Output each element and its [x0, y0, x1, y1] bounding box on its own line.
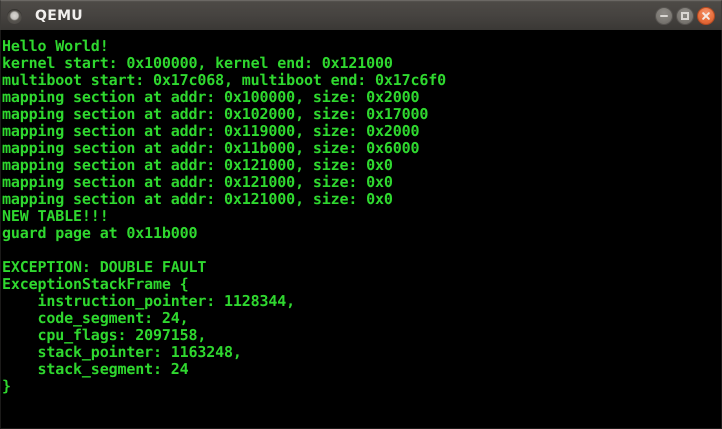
terminal-line: mapping section at addr: 0x121000, size:… [2, 173, 393, 191]
terminal-line: stack_pointer: 1163248, [2, 343, 242, 361]
terminal-line: Hello World! [2, 37, 109, 55]
terminal-output: Hello World! kernel start: 0x100000, kern… [2, 38, 721, 428]
terminal-line: cpu_flags: 2097158, [2, 326, 207, 344]
terminal-line: mapping section at addr: 0x121000, size:… [2, 156, 393, 174]
terminal-line: instruction_pointer: 1128344, [2, 292, 296, 310]
window-controls [655, 7, 715, 25]
terminal-line [2, 242, 721, 259]
terminal-line: stack_segment: 24 [2, 360, 189, 378]
window-titlebar[interactable]: QEMU [0, 0, 722, 30]
terminal-line: ExceptionStackFrame { [2, 275, 189, 293]
terminal-line: NEW TABLE!!! [2, 207, 109, 225]
minimize-button[interactable] [655, 7, 673, 25]
maximize-button[interactable] [676, 7, 694, 25]
terminal-line: guard page at 0x11b000 [2, 224, 198, 242]
qemu-logo-icon [7, 9, 22, 24]
qemu-display-area[interactable]: Hello World! kernel start: 0x100000, kern… [0, 30, 722, 429]
terminal-line: code_segment: 24, [2, 309, 189, 327]
terminal-line: mapping section at addr: 0x100000, size:… [2, 88, 420, 106]
terminal-line: multiboot start: 0x17c068, multiboot end… [2, 71, 447, 89]
close-button[interactable] [697, 7, 715, 25]
terminal-line: mapping section at addr: 0x11b000, size:… [2, 139, 420, 157]
terminal-line: mapping section at addr: 0x102000, size:… [2, 105, 429, 123]
window-title: QEMU [35, 8, 83, 24]
terminal-line: mapping section at addr: 0x121000, size:… [2, 190, 393, 208]
terminal-line: mapping section at addr: 0x119000, size:… [2, 122, 420, 140]
terminal-line: } [2, 377, 11, 395]
terminal-line: EXCEPTION: DOUBLE FAULT [2, 258, 207, 276]
terminal-line: kernel start: 0x100000, kernel end: 0x12… [2, 54, 393, 72]
